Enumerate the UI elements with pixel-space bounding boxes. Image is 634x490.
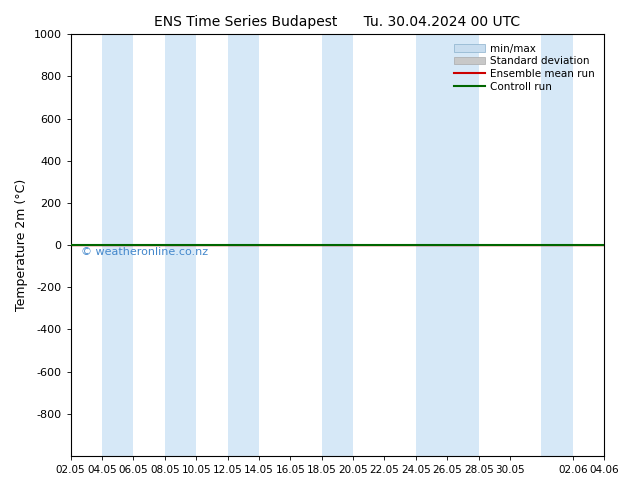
Bar [541, 34, 573, 456]
Y-axis label: Temperature 2m (°C): Temperature 2m (°C) [15, 179, 28, 311]
Bar [321, 34, 353, 456]
Bar [165, 34, 196, 456]
Text: © weatheronline.co.nz: © weatheronline.co.nz [81, 247, 209, 257]
Legend: min/max, Standard deviation, Ensemble mean run, Controll run: min/max, Standard deviation, Ensemble me… [450, 40, 599, 96]
Bar [447, 34, 479, 456]
Bar [102, 34, 133, 456]
Title: ENS Time Series Budapest      Tu. 30.04.2024 00 UTC: ENS Time Series Budapest Tu. 30.04.2024 … [154, 15, 521, 29]
Bar [228, 34, 259, 456]
Bar [416, 34, 447, 456]
